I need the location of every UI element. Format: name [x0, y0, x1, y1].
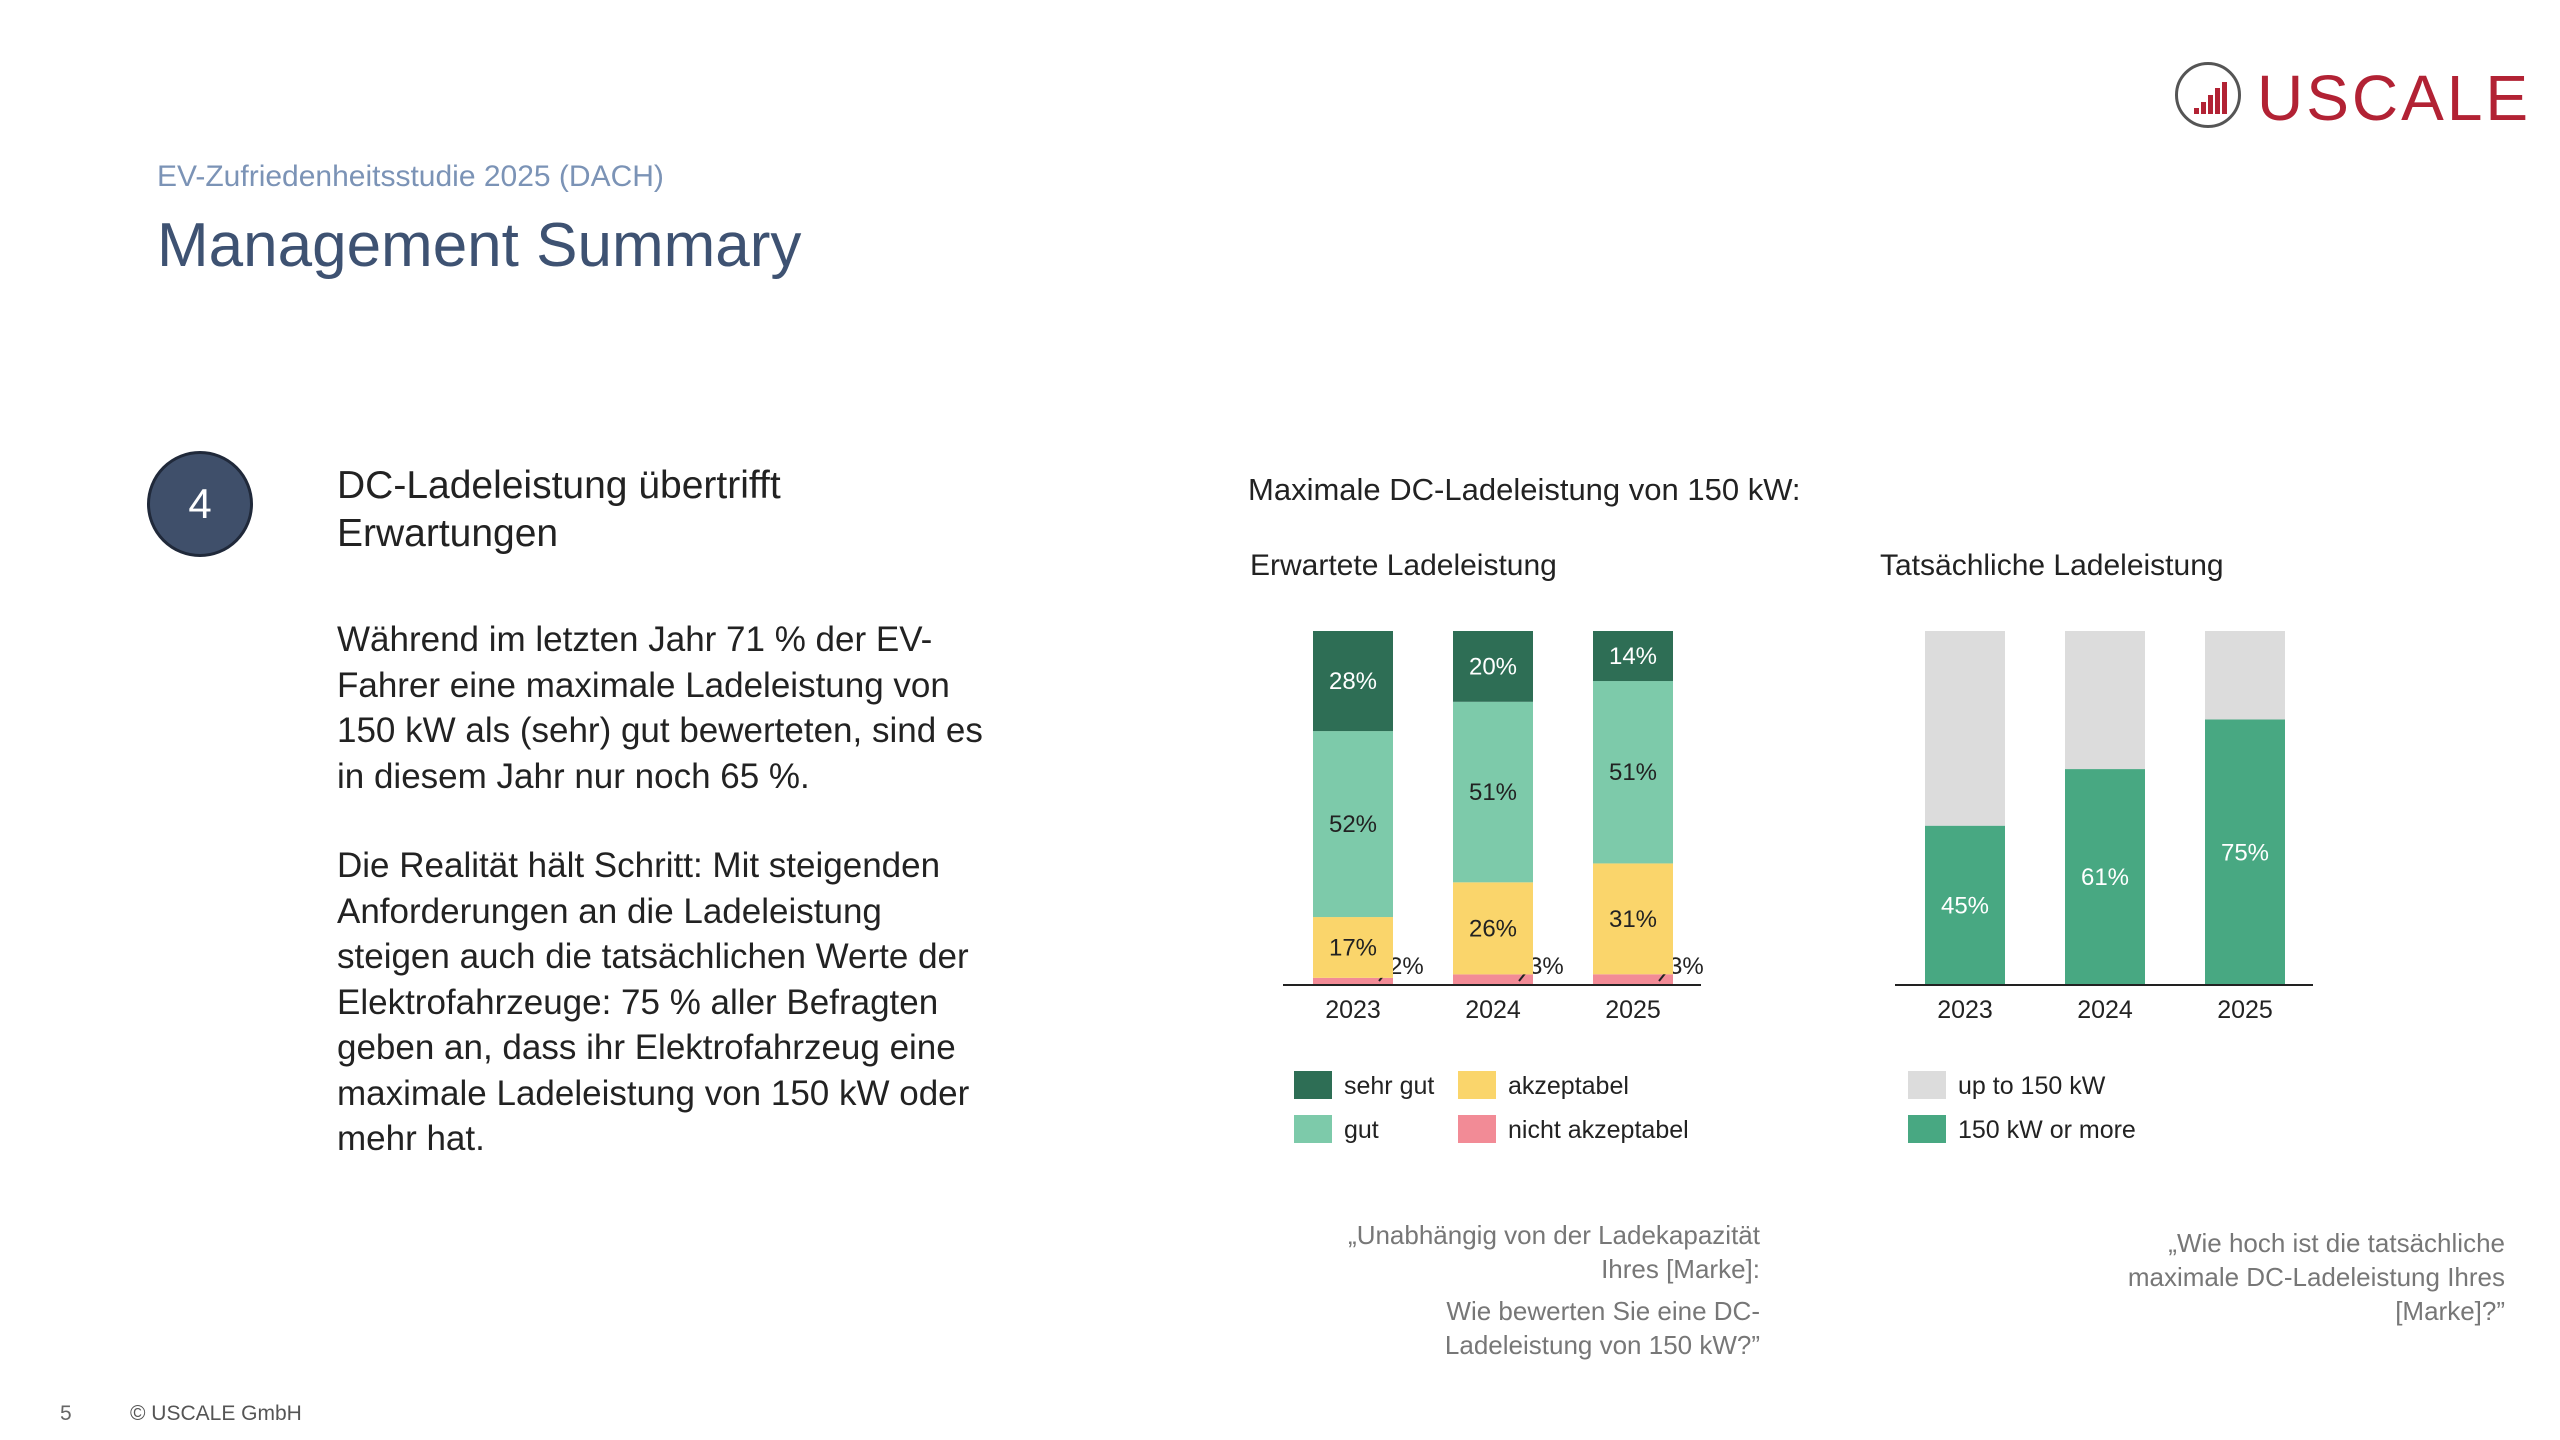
x-tick-label-2024: 2024: [1465, 996, 1521, 1024]
x-tick-label-2025: 2025: [2217, 996, 2273, 1024]
bar-segment-up-to-150-kW-2023: [1925, 631, 2005, 826]
question-expected-line1: „Unabhängig von der Ladekapazität Ihres …: [1348, 1220, 1760, 1284]
logo-bars-icon: [2194, 82, 2228, 114]
data-label-2025-2: 51%: [1609, 759, 1657, 786]
study-subtitle: EV-Zufriedenheitsstudie 2025 (DACH): [157, 160, 664, 193]
bar-segment-sehr-gut-2023: [1313, 631, 1393, 732]
data-label-2025-0: 75%: [2221, 839, 2269, 866]
page-number: 5: [60, 1402, 72, 1425]
question-expected-line2: Wie bewerten Sie eine DC-Ladeleistung vo…: [1444, 1296, 1760, 1360]
chart-title-1: Tatsächliche Ladeleistung: [1880, 549, 2224, 582]
x-tick-label-2023: 2023: [1937, 996, 1993, 1024]
data-label-2024-0: 61%: [2081, 864, 2129, 891]
data-label-2023-0: 45%: [1941, 892, 1989, 919]
logo-text: USCALE: [2257, 62, 2532, 134]
legend-label-150-kW-or-more: 150 kW or more: [1958, 1116, 2136, 1144]
data-label-2024-0: 3%: [1529, 953, 1564, 980]
bar-segment-gut-2024: [1453, 701, 1533, 883]
x-tick-label-2023: 2023: [1325, 996, 1381, 1024]
data-label-2024-3: 20%: [1469, 653, 1517, 680]
summary-paragraph-2: Die Realität hält Schritt: Mit steigende…: [337, 846, 970, 1158]
uscale-logo: USCALE: [2175, 60, 2528, 136]
bar-segment-150-kW-or-more-2025: [2205, 719, 2285, 985]
bar-segment-nicht-akzeptabel-2023: [1313, 977, 1393, 985]
bar-segment-akzeptabel-2023: [1313, 917, 1393, 978]
x-tick-label-2024: 2024: [2077, 996, 2133, 1024]
copyright: © USCALE GmbH: [130, 1402, 302, 1425]
bar-segment-150-kW-or-more-2024: [2065, 769, 2145, 985]
data-label-2023-1: 17%: [1329, 934, 1377, 961]
bar-segment-nicht-akzeptabel-2025: [1593, 974, 1673, 985]
data-label-2025-0: 3%: [1669, 953, 1704, 980]
bar-segment-up-to-150-kW-2025: [2205, 631, 2285, 720]
data-label-2023-3: 28%: [1329, 668, 1377, 695]
legend-label-nicht-akzeptabel: nicht akzeptabel: [1508, 1116, 1689, 1144]
bar-segment-sehr-gut-2025: [1593, 631, 1673, 682]
point-heading: DC-Ladeleistung übertrifft Erwartungen: [337, 464, 781, 555]
question-actual: „Wie hoch ist die tatsächliche maximale …: [2127, 1228, 2505, 1326]
point-number-badge: 4: [147, 451, 253, 557]
legend-swatch-nicht-akzeptabel: [1458, 1115, 1496, 1143]
x-tick-label-2025: 2025: [1605, 996, 1661, 1024]
bar-segment-akzeptabel-2025: [1593, 863, 1673, 975]
data-label-2024-2: 51%: [1469, 779, 1517, 806]
bar-segment-150-kW-or-more-2023: [1925, 825, 2005, 985]
data-label-2025-1: 31%: [1609, 906, 1657, 933]
bar-segment-sehr-gut-2024: [1453, 631, 1533, 702]
legend-label-sehr-gut: sehr gut: [1344, 1072, 1434, 1100]
logo-circle-icon: [2175, 62, 2241, 128]
data-label-2025-3: 14%: [1609, 643, 1657, 670]
legend-label-akzeptabel: akzeptabel: [1508, 1072, 1629, 1100]
chart-title-0: Erwartete Ladeleistung: [1250, 549, 1557, 582]
legend-label-gut: gut: [1344, 1116, 1379, 1144]
legend-swatch-150-kW-or-more: [1908, 1115, 1946, 1143]
legend-swatch-up-to-150-kW: [1908, 1071, 1946, 1099]
page-title: Management Summary: [157, 211, 802, 280]
bar-segment-gut-2023: [1313, 731, 1393, 918]
legend-swatch-sehr-gut: [1294, 1071, 1332, 1099]
bar-segment-up-to-150-kW-2024: [2065, 631, 2145, 770]
chart-heading: Maximale DC-Ladeleistung von 150 kW:: [1248, 472, 1801, 507]
data-label-2023-2: 52%: [1329, 811, 1377, 838]
data-label-2024-1: 26%: [1469, 915, 1517, 942]
legend-swatch-akzeptabel: [1458, 1071, 1496, 1099]
data-label-2023-0: 2%: [1389, 953, 1424, 980]
bar-segment-akzeptabel-2024: [1453, 882, 1533, 975]
bar-segment-gut-2025: [1593, 681, 1673, 864]
legend-label-up-to-150-kW: up to 150 kW: [1958, 1072, 2106, 1100]
summary-paragraph-1: Während im letzten Jahr 71 % der EV-Fahr…: [337, 620, 983, 796]
bar-segment-nicht-akzeptabel-2024: [1453, 974, 1533, 985]
legend-swatch-gut: [1294, 1115, 1332, 1143]
